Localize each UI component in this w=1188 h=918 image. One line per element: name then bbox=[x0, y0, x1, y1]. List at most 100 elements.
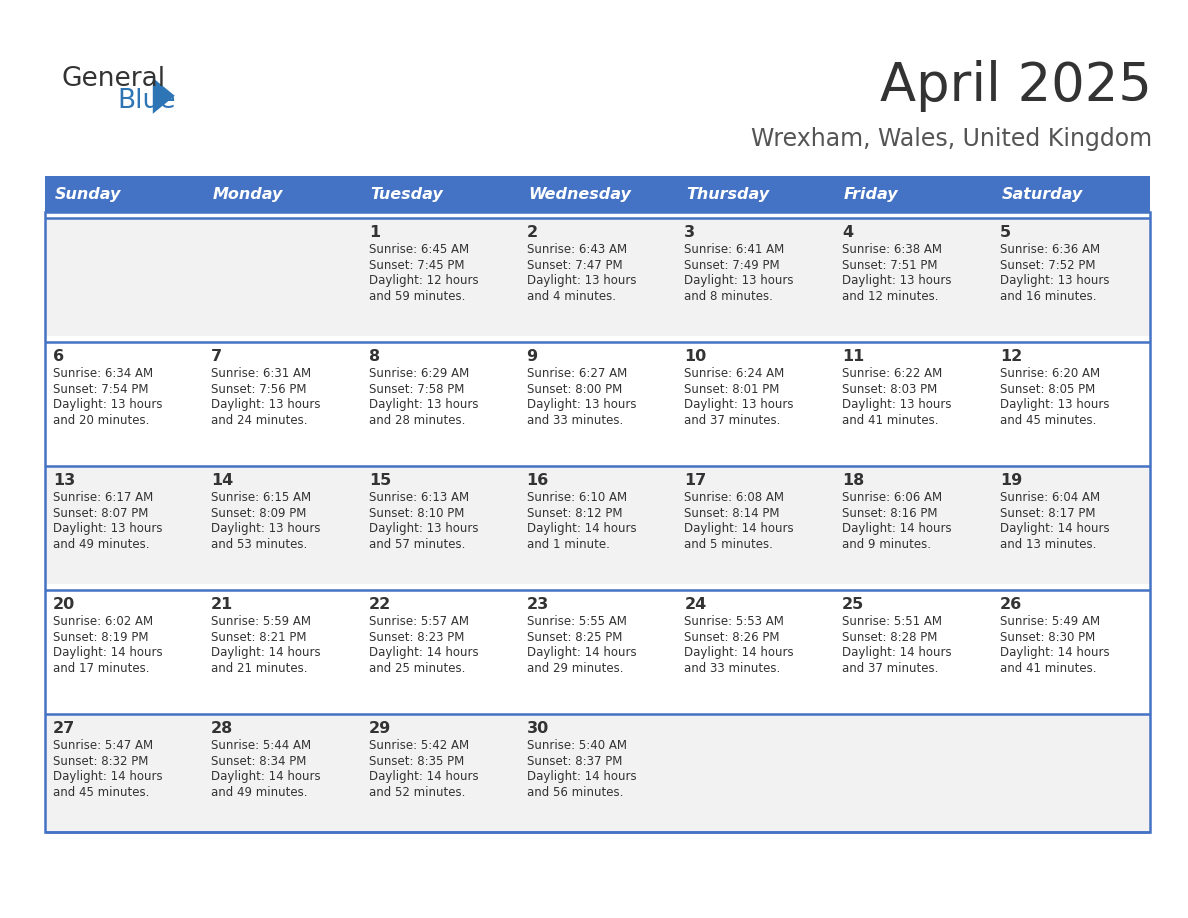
Text: 15: 15 bbox=[368, 474, 391, 488]
Bar bbox=[45, 590, 1150, 709]
Text: and 37 minutes.: and 37 minutes. bbox=[684, 414, 781, 427]
Text: Thursday: Thursday bbox=[685, 186, 769, 202]
Text: Sunrise: 6:06 AM: Sunrise: 6:06 AM bbox=[842, 491, 942, 504]
Text: Sunrise: 6:17 AM: Sunrise: 6:17 AM bbox=[53, 491, 153, 504]
Text: Daylight: 12 hours: Daylight: 12 hours bbox=[368, 274, 479, 287]
Text: 26: 26 bbox=[1000, 598, 1023, 612]
Text: Sunset: 8:37 PM: Sunset: 8:37 PM bbox=[526, 755, 621, 767]
Text: Sunrise: 6:15 AM: Sunrise: 6:15 AM bbox=[210, 491, 311, 504]
Bar bbox=[45, 176, 203, 212]
Text: Daylight: 14 hours: Daylight: 14 hours bbox=[526, 770, 636, 783]
Text: Sunday: Sunday bbox=[55, 186, 121, 202]
Text: Sunrise: 6:45 AM: Sunrise: 6:45 AM bbox=[368, 243, 469, 256]
Text: 12: 12 bbox=[1000, 349, 1023, 364]
Text: Sunrise: 5:53 AM: Sunrise: 5:53 AM bbox=[684, 615, 784, 628]
Text: Sunset: 7:51 PM: Sunset: 7:51 PM bbox=[842, 259, 937, 272]
Text: Daylight: 14 hours: Daylight: 14 hours bbox=[526, 646, 636, 659]
Text: and 45 minutes.: and 45 minutes. bbox=[53, 786, 150, 799]
Text: Sunrise: 6:20 AM: Sunrise: 6:20 AM bbox=[1000, 367, 1100, 380]
Bar bbox=[992, 176, 1150, 212]
Bar bbox=[519, 176, 676, 212]
Text: 14: 14 bbox=[210, 474, 233, 488]
Text: Sunset: 7:49 PM: Sunset: 7:49 PM bbox=[684, 259, 781, 272]
Text: Sunrise: 6:38 AM: Sunrise: 6:38 AM bbox=[842, 243, 942, 256]
Text: Sunset: 8:23 PM: Sunset: 8:23 PM bbox=[368, 631, 465, 644]
Text: and 52 minutes.: and 52 minutes. bbox=[368, 786, 465, 799]
Text: Sunset: 8:01 PM: Sunset: 8:01 PM bbox=[684, 383, 779, 396]
Text: and 57 minutes.: and 57 minutes. bbox=[368, 538, 465, 551]
Text: Daylight: 13 hours: Daylight: 13 hours bbox=[368, 522, 479, 535]
Text: Sunrise: 5:55 AM: Sunrise: 5:55 AM bbox=[526, 615, 626, 628]
Text: 23: 23 bbox=[526, 598, 549, 612]
Text: and 4 minutes.: and 4 minutes. bbox=[526, 290, 615, 303]
Text: Daylight: 14 hours: Daylight: 14 hours bbox=[210, 770, 321, 783]
Text: Sunrise: 6:29 AM: Sunrise: 6:29 AM bbox=[368, 367, 469, 380]
Text: April 2025: April 2025 bbox=[880, 60, 1152, 112]
Text: Daylight: 14 hours: Daylight: 14 hours bbox=[526, 522, 636, 535]
Text: Daylight: 14 hours: Daylight: 14 hours bbox=[368, 646, 479, 659]
Text: Daylight: 13 hours: Daylight: 13 hours bbox=[526, 398, 636, 411]
Text: and 16 minutes.: and 16 minutes. bbox=[1000, 290, 1097, 303]
Text: Daylight: 13 hours: Daylight: 13 hours bbox=[1000, 398, 1110, 411]
Text: Sunset: 8:28 PM: Sunset: 8:28 PM bbox=[842, 631, 937, 644]
Text: Wednesday: Wednesday bbox=[529, 186, 631, 202]
Bar bbox=[676, 176, 834, 212]
Text: Sunset: 8:26 PM: Sunset: 8:26 PM bbox=[684, 631, 779, 644]
Text: 21: 21 bbox=[210, 598, 233, 612]
Text: 19: 19 bbox=[1000, 474, 1023, 488]
Text: Sunrise: 5:59 AM: Sunrise: 5:59 AM bbox=[210, 615, 311, 628]
Text: Sunrise: 6:10 AM: Sunrise: 6:10 AM bbox=[526, 491, 626, 504]
Text: and 59 minutes.: and 59 minutes. bbox=[368, 290, 465, 303]
Text: Daylight: 13 hours: Daylight: 13 hours bbox=[842, 274, 952, 287]
Text: and 56 minutes.: and 56 minutes. bbox=[526, 786, 623, 799]
Text: Daylight: 14 hours: Daylight: 14 hours bbox=[210, 646, 321, 659]
Text: and 21 minutes.: and 21 minutes. bbox=[210, 662, 308, 675]
Text: Daylight: 14 hours: Daylight: 14 hours bbox=[1000, 646, 1110, 659]
Bar bbox=[834, 176, 992, 212]
Text: 17: 17 bbox=[684, 474, 707, 488]
Text: Daylight: 14 hours: Daylight: 14 hours bbox=[842, 646, 952, 659]
Text: Monday: Monday bbox=[213, 186, 283, 202]
Text: Sunrise: 5:49 AM: Sunrise: 5:49 AM bbox=[1000, 615, 1100, 628]
Text: Tuesday: Tuesday bbox=[371, 186, 443, 202]
Text: Daylight: 13 hours: Daylight: 13 hours bbox=[53, 522, 163, 535]
Text: Sunset: 7:52 PM: Sunset: 7:52 PM bbox=[1000, 259, 1095, 272]
Text: Sunset: 8:09 PM: Sunset: 8:09 PM bbox=[210, 507, 307, 520]
Bar bbox=[45, 218, 1150, 336]
Text: 11: 11 bbox=[842, 349, 865, 364]
Text: and 28 minutes.: and 28 minutes. bbox=[368, 414, 465, 427]
Text: Sunrise: 5:57 AM: Sunrise: 5:57 AM bbox=[368, 615, 469, 628]
Text: and 45 minutes.: and 45 minutes. bbox=[1000, 414, 1097, 427]
Bar bbox=[203, 176, 361, 212]
Text: 13: 13 bbox=[53, 474, 75, 488]
Text: General: General bbox=[62, 66, 166, 92]
Text: Daylight: 14 hours: Daylight: 14 hours bbox=[684, 522, 794, 535]
Text: Sunrise: 5:42 AM: Sunrise: 5:42 AM bbox=[368, 739, 469, 752]
Text: Sunrise: 6:31 AM: Sunrise: 6:31 AM bbox=[210, 367, 311, 380]
Text: Sunrise: 6:34 AM: Sunrise: 6:34 AM bbox=[53, 367, 153, 380]
Text: Daylight: 14 hours: Daylight: 14 hours bbox=[53, 770, 163, 783]
Text: Daylight: 13 hours: Daylight: 13 hours bbox=[210, 522, 321, 535]
Text: Daylight: 13 hours: Daylight: 13 hours bbox=[210, 398, 321, 411]
Text: Sunset: 8:12 PM: Sunset: 8:12 PM bbox=[526, 507, 623, 520]
Text: 6: 6 bbox=[53, 349, 64, 364]
Text: Blue: Blue bbox=[118, 88, 176, 114]
Text: Daylight: 14 hours: Daylight: 14 hours bbox=[842, 522, 952, 535]
Text: and 5 minutes.: and 5 minutes. bbox=[684, 538, 773, 551]
Text: Sunset: 8:32 PM: Sunset: 8:32 PM bbox=[53, 755, 148, 767]
Text: Saturday: Saturday bbox=[1001, 186, 1083, 202]
Text: Sunset: 7:54 PM: Sunset: 7:54 PM bbox=[53, 383, 148, 396]
Polygon shape bbox=[153, 78, 175, 114]
Text: Sunset: 8:16 PM: Sunset: 8:16 PM bbox=[842, 507, 937, 520]
Text: 1: 1 bbox=[368, 225, 380, 241]
Text: Sunrise: 6:04 AM: Sunrise: 6:04 AM bbox=[1000, 491, 1100, 504]
Text: and 41 minutes.: and 41 minutes. bbox=[842, 414, 939, 427]
Text: Sunset: 8:34 PM: Sunset: 8:34 PM bbox=[210, 755, 307, 767]
Text: 5: 5 bbox=[1000, 225, 1011, 241]
Text: and 33 minutes.: and 33 minutes. bbox=[684, 662, 781, 675]
Text: Sunrise: 6:02 AM: Sunrise: 6:02 AM bbox=[53, 615, 153, 628]
Text: and 8 minutes.: and 8 minutes. bbox=[684, 290, 773, 303]
Bar bbox=[45, 342, 1150, 460]
Text: 3: 3 bbox=[684, 225, 695, 241]
Text: 18: 18 bbox=[842, 474, 865, 488]
